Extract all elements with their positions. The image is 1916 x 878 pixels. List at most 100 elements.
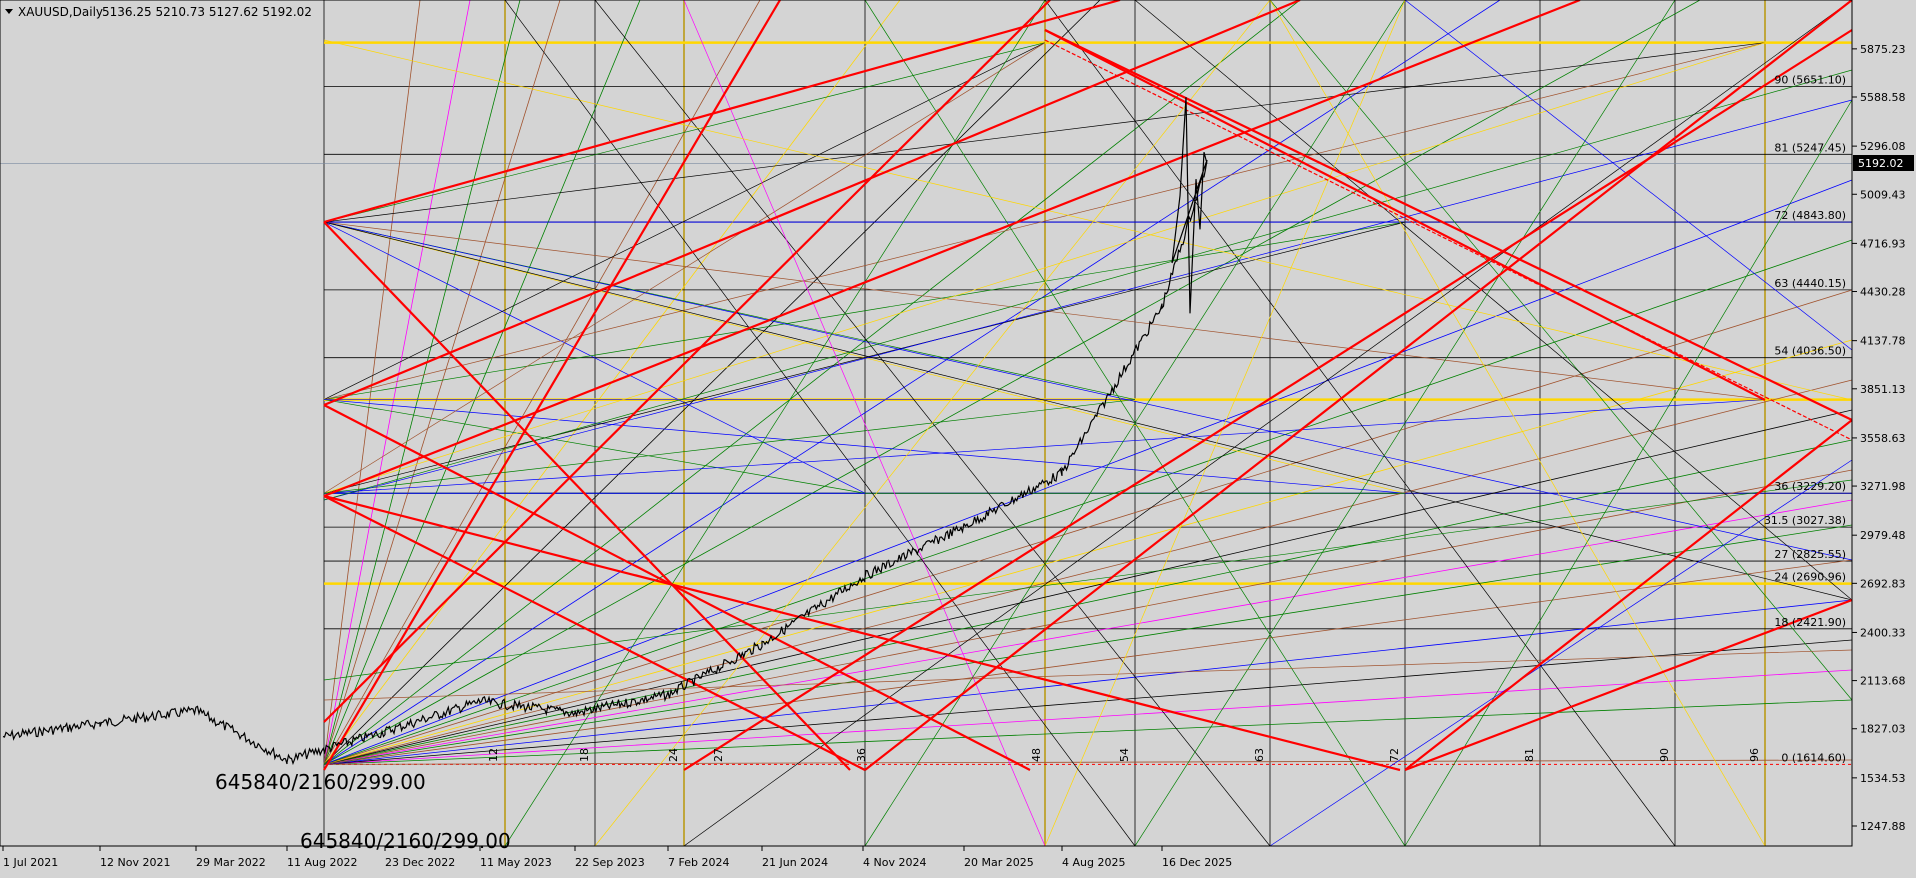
y-tick-label: 5296.08: [1860, 140, 1906, 153]
x-tick-label: 4 Aug 2025: [1062, 856, 1125, 869]
fan-line: [323, 469, 1853, 765]
diagonal-line: [1269, 459, 1853, 847]
red-lattice-line: [323, 494, 1401, 772]
symbol-label: XAUUSD,Daily: [18, 5, 103, 19]
y-tick-label: 2113.68: [1860, 675, 1906, 688]
diagonal-line: [1269, 0, 1853, 701]
red-lattice-line: [323, 404, 1031, 771]
plot-frame: [0, 0, 1853, 847]
fan-line: [323, 499, 1853, 765]
node-line: [323, 42, 1046, 494]
steep-fan-line: [323, 0, 471, 765]
time-count-label: 90: [1658, 748, 1671, 762]
node-line: [323, 221, 1406, 400]
y-tick-label: 5875.23: [1860, 43, 1906, 56]
diagonal-line: [323, 221, 1853, 561]
time-count-label: 27: [712, 748, 725, 762]
diagonal-line: [1044, 0, 1406, 847]
fan-line: [323, 699, 1853, 765]
steep-fan-line: [323, 0, 1701, 765]
time-count-label: 81: [1523, 748, 1536, 762]
x-tick-label: 11 May 2023: [480, 856, 552, 869]
level-label: 90 (5651.10): [1774, 74, 1846, 87]
y-tick-label: 2400.33: [1860, 626, 1906, 639]
y-tick-label: 4716.93: [1860, 237, 1906, 250]
red-lattice-line: [323, 0, 1581, 498]
node-line: [323, 42, 1046, 223]
node-line: [323, 399, 866, 494]
y-tick-label: 5588.58: [1860, 91, 1906, 104]
x-tick-label: 21 Jun 2024: [762, 856, 828, 869]
x-tick-label: 12 Nov 2021: [100, 856, 170, 869]
diagonal-line: [864, 0, 1406, 847]
formula-label-1: 645840/2160/299.00: [215, 770, 426, 794]
x-tick-label: 29 Mar 2022: [196, 856, 266, 869]
x-tick-label: 23 Dec 2022: [385, 856, 455, 869]
node-line: [323, 221, 1766, 400]
fan-line: [323, 409, 1853, 765]
diagonal-line: [323, 221, 1853, 601]
steep-fan-line: [323, 0, 561, 765]
diagonal-line: [683, 0, 1853, 847]
red-lattice-line: [683, 29, 1853, 771]
steep-fan-line: [323, 0, 521, 765]
formula-label-2: 645840/2160/299.00: [300, 829, 511, 853]
red-lattice-line: [1044, 29, 1853, 421]
fan-line: [323, 289, 1853, 765]
time-count-label: 36: [855, 748, 868, 762]
steep-fan-line: [323, 0, 641, 765]
price-line: [2, 97, 1208, 766]
fan-line: [323, 239, 1853, 765]
y-tick-label: 4137.78: [1860, 335, 1906, 348]
diagonal-line: [504, 0, 1046, 847]
ohlc-values: 5136.25 5210.73 5127.62 5192.02: [102, 5, 312, 19]
node-line: [323, 42, 1766, 494]
node-line: [323, 42, 1766, 223]
red-lattice-line: [1404, 598, 1853, 772]
fan-line: [323, 639, 1853, 765]
diagonal-line: [504, 0, 1136, 847]
level-label: 31.5 (3027.38): [1764, 514, 1846, 527]
y-tick-label: 1534.53: [1860, 772, 1906, 785]
red-lattice-line: [1044, 29, 1766, 401]
y-tick-label: 4430.28: [1860, 286, 1906, 299]
y-tick-label: 2692.83: [1860, 577, 1906, 590]
overlay-labels: 90 (5651.10) 81 (5247.45) 72 (4843.80) 63 (…: [487, 74, 1846, 765]
steep-fan-line: [323, 0, 1101, 765]
time-count-label: 24: [667, 748, 680, 762]
diagonal-line: [1134, 0, 1853, 601]
diagonal-line: [683, 0, 1046, 847]
node-line: [323, 399, 1766, 494]
node-line: [323, 221, 1406, 494]
level-label: 72 (4843.80): [1774, 209, 1846, 222]
time-count-label: 48: [1030, 748, 1043, 762]
y-tick-label: 3558.63: [1860, 432, 1906, 445]
time-count-label: 96: [1748, 748, 1761, 762]
red-dashed-line: [1044, 39, 1853, 441]
diagonal-line: [323, 649, 1853, 701]
red-lattice-line: [323, 0, 1051, 723]
x-tick-label: 4 Nov 2024: [863, 856, 926, 869]
y-tick-label: 1247.88: [1860, 820, 1906, 833]
diagonal-line: [1044, 0, 1676, 847]
fan-line: [323, 599, 1853, 765]
collapse-triangle-icon[interactable]: [5, 9, 13, 14]
steep-fan-line: [323, 0, 421, 765]
level-label: 18 (2421.90): [1774, 616, 1846, 629]
fan-line: [323, 669, 1853, 765]
price-series: [2, 97, 1208, 766]
diagonal-line: [323, 99, 1853, 501]
time-count-label: 63: [1253, 748, 1266, 762]
node-line: [323, 221, 866, 494]
fan-line: [323, 759, 1853, 765]
diagonal-line: [1269, 0, 1766, 847]
y-tick-label: 2979.48: [1860, 529, 1906, 542]
fan-line: [323, 179, 1853, 765]
level-label: 54 (4036.50): [1774, 345, 1846, 358]
x-tick-label: 7 Feb 2024: [668, 856, 729, 869]
x-tick-label: 1 Jul 2021: [3, 856, 58, 869]
time-count-label: 54: [1118, 748, 1131, 762]
